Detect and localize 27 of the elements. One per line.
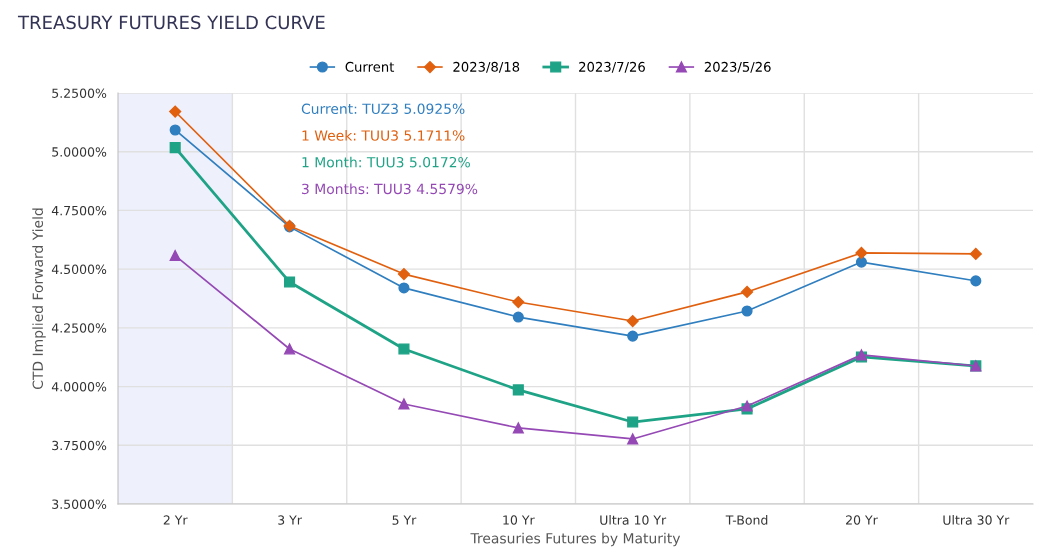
x-tick-label: 2 Yr bbox=[163, 515, 188, 525]
x-tick-label: 5 Yr bbox=[392, 515, 417, 525]
legend-label: 2023/5/26 bbox=[704, 61, 771, 73]
x-tick-label: 20 Yr bbox=[846, 515, 878, 525]
annotation: 3 Months: TUU3 4.5579% bbox=[302, 183, 478, 195]
y-tick-label: 4.7500% bbox=[51, 205, 107, 216]
y-axis-title: CTD Implied Forward Yield bbox=[32, 208, 46, 389]
y-tick-label: 3.7500% bbox=[52, 440, 107, 451]
x-tick-label: 3 Yr bbox=[278, 515, 302, 525]
annotation: Current: TUZ3 5.0925% bbox=[301, 103, 465, 115]
legend-label: Current bbox=[345, 61, 395, 72]
y-tick-label: 4.0000% bbox=[51, 382, 107, 392]
y-tick-label: 5.0000% bbox=[52, 147, 107, 157]
chart-title: TREASURY FUTURES YIELD CURVE bbox=[17, 15, 325, 30]
annotation: 1 Month: TUU3 5.0172% bbox=[302, 156, 470, 168]
legend-label: 2023/7/26 bbox=[579, 61, 645, 73]
x-axis-title: Treasuries Futures by Maturity bbox=[470, 532, 681, 547]
x-tick-label: Ultra 10 Yr bbox=[600, 515, 667, 525]
x-tick-label: Ultra 30 Yr bbox=[943, 515, 1010, 525]
y-tick-label: 3.5000% bbox=[52, 499, 107, 509]
annotation: 1 Week: TUU3 5.1711% bbox=[302, 129, 465, 141]
y-tick-label: 4.5000% bbox=[51, 264, 107, 275]
y-tick-label: 4.2500% bbox=[51, 323, 107, 333]
x-tick-label: T-Bond bbox=[725, 515, 768, 525]
y-tick-label: 5.2500% bbox=[52, 88, 107, 98]
legend-label: 2023/8/18 bbox=[453, 61, 520, 73]
x-tick-label: 10 Yr bbox=[503, 515, 535, 525]
